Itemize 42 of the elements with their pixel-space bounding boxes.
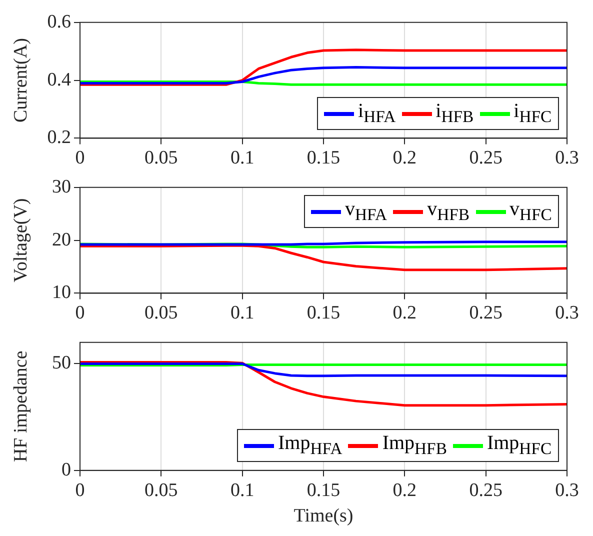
x-tick-label: 0.05: [144, 148, 178, 169]
x-tick-label: 0.05: [144, 302, 178, 324]
x-tick-label: 0.3: [555, 480, 579, 501]
y-tick-label: 0.2: [47, 127, 71, 148]
x-tick-label: 0: [75, 480, 85, 501]
x-tick-label: 0: [75, 302, 85, 324]
x-tick-label: 0.15: [306, 302, 340, 324]
x-tick-label: 0: [75, 148, 85, 169]
legend-label: i$_{HFC}$: [514, 100, 552, 128]
y-tick-label: 10: [52, 282, 71, 304]
x-tick-label: 0.1: [230, 480, 254, 501]
x-tick-label: 0.1: [230, 302, 254, 324]
legend-label: Imp$_{HFB}$: [382, 432, 447, 460]
legend-label: Imp$_{HFA}$: [278, 432, 342, 460]
y-axis-title: Current(A): [10, 38, 32, 123]
x-tick-label: 0.1: [230, 148, 254, 169]
x-tick-label: 0.3: [555, 148, 579, 169]
y-tick-label: 0.6: [47, 11, 71, 32]
x-tick-label: 0.25: [469, 480, 502, 501]
x-tick-label: 0.3: [555, 302, 579, 324]
legend-label: i$_{HFB}$: [436, 100, 474, 128]
x-tick-label: 0.25: [469, 302, 502, 324]
y-tick-label: 50: [52, 352, 71, 374]
x-tick-label: 0.25: [469, 148, 502, 169]
y-tick-label: 0.4: [47, 69, 72, 90]
legend-label: v$_{HFA}$: [345, 198, 388, 226]
y-axis-title: HF impedance: [10, 350, 32, 462]
y-axis-title: Voltage(V): [10, 198, 32, 282]
x-tick-label: 0.05: [144, 480, 178, 501]
x-tick-label: 0.2: [392, 148, 417, 169]
x-tick-label: 0.2: [392, 302, 417, 324]
x-tick-label: 0.15: [306, 148, 340, 169]
y-tick-label: 20: [52, 229, 71, 250]
legend-label: Imp$_{HFC}$: [486, 432, 552, 460]
legend-label: i$_{HFA}$: [358, 100, 396, 128]
x-axis-title: Time(s): [294, 506, 354, 527]
legend-label: v$_{HFB}$: [427, 198, 470, 226]
legend-label: v$_{HFC}$: [510, 198, 552, 226]
y-tick-label: 30: [52, 176, 71, 198]
x-tick-label: 0.15: [306, 480, 340, 501]
x-tick-label: 0.2: [392, 480, 417, 501]
y-tick-label: 0: [62, 459, 71, 480]
